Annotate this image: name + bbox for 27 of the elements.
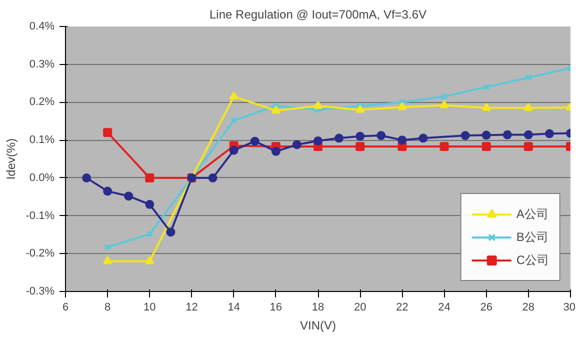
y-tick-label: -0.2% <box>26 248 55 260</box>
legend-label: B公司 <box>516 228 548 246</box>
x-tick-label: 10 <box>144 302 156 314</box>
y-tick-label: -0.3% <box>26 286 55 298</box>
x-tick-label: 14 <box>228 302 240 314</box>
y-tick-label: 0.1% <box>29 134 55 146</box>
x-tick-label: 30 <box>563 302 576 314</box>
x-tick-label: 22 <box>396 302 408 314</box>
x-tick-label: 24 <box>438 302 450 314</box>
legend-label: C公司 <box>516 252 549 268</box>
x-axis-title: VIN(V) <box>300 318 336 332</box>
x-tick-label: 6 <box>62 302 69 314</box>
chart-title: Line Regulation @ Iout=700mA, Vf=3.6V <box>210 8 427 22</box>
y-tick-label: 0.3% <box>29 58 55 70</box>
x-tick-label: 16 <box>270 302 282 314</box>
legend-label: A公司 <box>516 206 548 222</box>
x-tick-label: 20 <box>354 302 366 314</box>
y-tick-label: 0.0% <box>29 172 55 184</box>
x-tick-label: 26 <box>480 302 492 314</box>
x-tick-label: 28 <box>522 302 535 314</box>
y-axis-title: Idev(%) <box>4 138 18 180</box>
x-tick-label: 18 <box>312 302 324 314</box>
x-tick-label: 8 <box>104 302 111 314</box>
x-tick-label: 12 <box>186 302 198 314</box>
y-tick-label: -0.1% <box>26 210 55 222</box>
y-tick-label: 0.4% <box>29 20 55 32</box>
y-tick-label: 0.2% <box>29 96 55 108</box>
